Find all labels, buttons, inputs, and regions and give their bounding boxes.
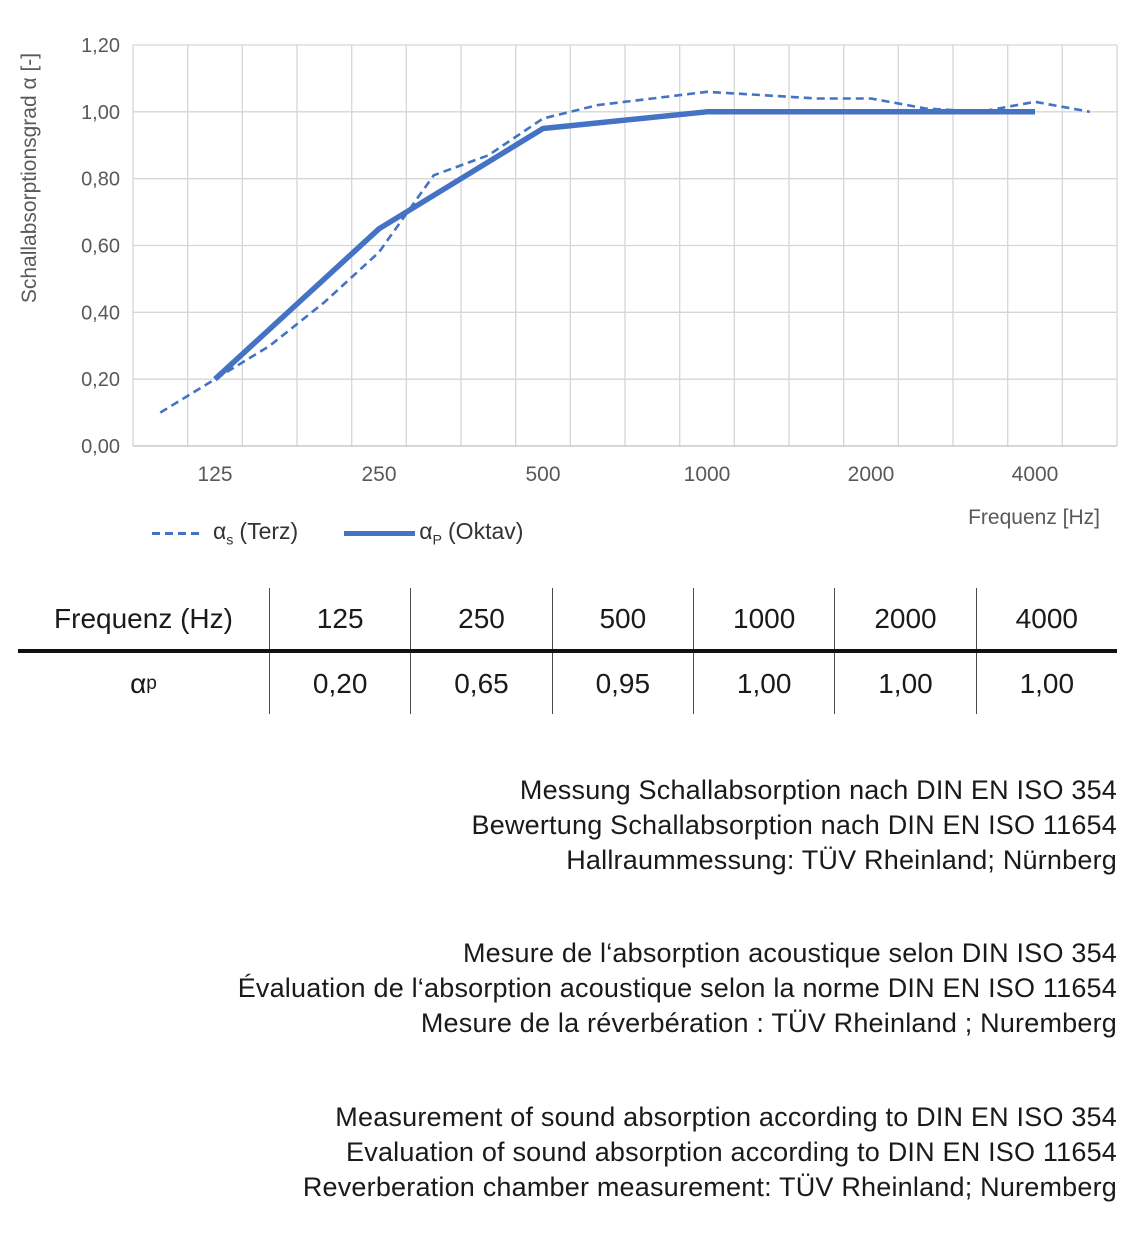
x-tick-label: 500: [525, 463, 560, 486]
y-tick-label: 0,00: [81, 436, 120, 458]
legend-label-terz: αs (Terz): [213, 518, 298, 549]
x-tick-label: 125: [197, 463, 232, 486]
table-cell: 0,65: [410, 653, 551, 714]
note-line: Évaluation de l‘absorption acoustique se…: [237, 973, 1117, 1003]
note-line: Messung Schallabsorption nach DIN EN ISO…: [519, 775, 1117, 805]
absorption-chart: 0,00 0,20 0,40 0,60 0,80 1,00 1,20 125 250 500 100…: [0, 0, 1135, 560]
table-cell: 4000: [975, 588, 1117, 649]
y-tick-label: 1,00: [81, 102, 120, 124]
table-cell: 2000: [834, 588, 975, 649]
legend-suffix: (Terz): [239, 518, 299, 544]
x-tick-label: 4000: [1012, 463, 1059, 486]
table-header-label: Frequenz (Hz): [54, 602, 233, 634]
table-cell: 500: [551, 588, 693, 649]
legend-label-oktav: αP (Oktav): [419, 518, 523, 549]
table-cell: 1,00: [975, 653, 1117, 714]
legend-item-terz: αs (Terz): [152, 518, 298, 549]
note-english: Measurement of sound absorption accordin…: [0, 1100, 1117, 1205]
y-tick-label: 0,60: [81, 236, 120, 258]
note-line: Mesure de l‘absorption acoustique selon …: [462, 938, 1117, 968]
note-line: Bewertung Schallabsorption nach DIN EN I…: [471, 810, 1117, 840]
y-tick-label: 0,20: [81, 369, 120, 391]
table-header-row: Frequenz (Hz) 125 250 500 1000 2000 4000: [18, 588, 1117, 653]
table-cell: 1,00: [834, 653, 975, 714]
dashed-line-sample: [152, 531, 204, 535]
table-cell: 1,00: [692, 653, 834, 714]
y-tick-label: 0,40: [81, 302, 120, 324]
legend-alpha-symbol: α: [213, 518, 227, 544]
absorption-table: Frequenz (Hz) 125 250 500 1000 2000 4000…: [18, 588, 1117, 714]
series-alpha-p-oktav: [213, 109, 1035, 382]
note-line: Hallraummessung: TÜV Rheinland; Nürnberg: [566, 845, 1117, 875]
chart-legend: αs (Terz) αP (Oktav): [152, 518, 523, 549]
legend-item-oktav: αP (Oktav): [344, 518, 523, 549]
x-axis-title: Frequenz [Hz]: [968, 506, 1100, 529]
note-line: Reverberation chamber measurement: TÜV R…: [302, 1172, 1117, 1202]
legend-subscript: s: [226, 532, 234, 549]
x-tick-label: 250: [361, 463, 396, 486]
series-alpha-s-terz: [159, 90, 1090, 414]
y-tick-label: 0,80: [81, 169, 120, 191]
table-cell: 250: [410, 588, 551, 649]
note-line: Mesure de la réverbération : TÜV Rheinla…: [420, 1008, 1117, 1038]
legend-subscript: P: [432, 532, 443, 549]
table-cell: 1000: [692, 588, 834, 649]
note-french: Mesure de l‘absorption acoustique selon …: [0, 936, 1117, 1041]
y-axis-title: Schallabsorptionsgrad α [-]: [18, 53, 41, 303]
table-cell: 0,20: [269, 653, 410, 714]
legend-alpha-symbol: α: [419, 518, 433, 544]
table-cell: 0,95: [551, 653, 693, 714]
table-header-frequency: Frequenz (Hz): [18, 588, 269, 649]
note-line: Evaluation of sound absorption according…: [346, 1137, 1117, 1167]
note-german: Messung Schallabsorption nach DIN EN ISO…: [0, 773, 1117, 878]
chart-canvas: 0,00 0,20 0,40 0,60 0,80 1,00 1,20 125 250 500 100…: [18, 35, 1118, 529]
table-cell: 125: [269, 588, 410, 649]
x-tick-label: 1000: [684, 463, 731, 486]
note-line: Measurement of sound absorption accordin…: [335, 1102, 1117, 1132]
x-tick-label: 2000: [848, 463, 895, 486]
legend-suffix: (Oktav): [448, 518, 524, 544]
solid-line-sample: [344, 530, 416, 536]
y-tick-label: 1,20: [81, 35, 120, 57]
